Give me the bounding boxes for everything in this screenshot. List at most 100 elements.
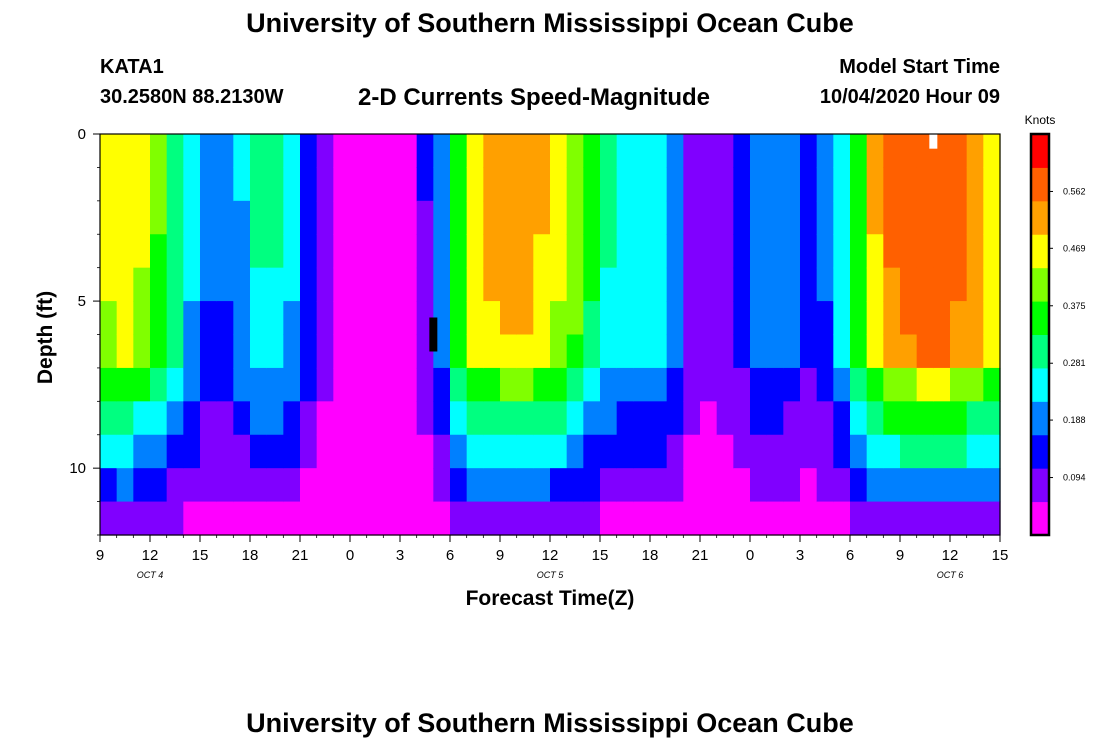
heatmap-cell bbox=[983, 200, 1001, 235]
heatmap-cell bbox=[233, 401, 251, 436]
heatmap-cell bbox=[183, 200, 201, 235]
heatmap-cell bbox=[900, 501, 918, 536]
heatmap-cell bbox=[900, 267, 918, 302]
heatmap-cell bbox=[833, 468, 851, 503]
heatmap-cell bbox=[866, 267, 884, 302]
heatmap-cell bbox=[316, 167, 334, 202]
heatmap-cell bbox=[800, 134, 818, 169]
heatmap-cell bbox=[300, 301, 318, 336]
x-tick-label: 12 bbox=[942, 547, 959, 564]
heatmap-cell bbox=[533, 167, 551, 202]
heatmap-cell bbox=[783, 468, 801, 503]
heatmap-cell bbox=[183, 234, 201, 269]
heatmap-cell bbox=[916, 501, 934, 536]
heatmap-cell bbox=[833, 234, 851, 269]
heatmap-cell bbox=[116, 334, 134, 369]
heatmap-cell bbox=[433, 234, 451, 269]
heatmap-cell bbox=[933, 401, 951, 436]
heatmap-cell bbox=[333, 200, 351, 235]
heatmap-cell bbox=[916, 234, 934, 269]
heatmap-cell bbox=[633, 401, 651, 436]
heatmap-cell bbox=[883, 501, 901, 536]
heatmap-cell bbox=[833, 267, 851, 302]
heatmap-cell bbox=[283, 301, 301, 336]
heatmap-cell bbox=[283, 267, 301, 302]
heatmap-cell bbox=[650, 401, 668, 436]
colorbar-frame bbox=[1029, 132, 1051, 537]
heatmap-cell bbox=[900, 301, 918, 336]
heatmap-cell bbox=[833, 401, 851, 436]
heatmap-cell bbox=[683, 401, 701, 436]
heatmap-cell bbox=[650, 134, 668, 169]
y-tick-label: 0 bbox=[78, 126, 86, 143]
heatmap-cell bbox=[466, 167, 484, 202]
heatmap-cell bbox=[966, 367, 984, 402]
heatmap-cell bbox=[533, 434, 551, 469]
heatmap-cell bbox=[450, 200, 468, 235]
station-coordinates: 30.2580N 88.2130W bbox=[100, 86, 284, 108]
heatmap-cell bbox=[750, 267, 768, 302]
heatmap-cell bbox=[150, 367, 168, 402]
heatmap-cell bbox=[933, 267, 951, 302]
heatmap-cell bbox=[766, 167, 784, 202]
heatmap-cell bbox=[100, 434, 118, 469]
heatmap-cell bbox=[850, 367, 868, 402]
heatmap-cell bbox=[116, 501, 134, 536]
heatmap-cell bbox=[133, 334, 151, 369]
heatmap-cell bbox=[783, 401, 801, 436]
heatmap-cell bbox=[150, 434, 168, 469]
heatmap-cell bbox=[633, 434, 651, 469]
heatmap-cell bbox=[316, 367, 334, 402]
heatmap-cell bbox=[200, 501, 218, 536]
heatmap-cell bbox=[866, 401, 884, 436]
heatmap-cell bbox=[383, 468, 401, 503]
heatmap-cell bbox=[583, 200, 601, 235]
heatmap-cell bbox=[583, 334, 601, 369]
heatmap-cell bbox=[616, 401, 634, 436]
heatmap-cell bbox=[683, 334, 701, 369]
heatmap-cell bbox=[816, 434, 834, 469]
heatmap-cell bbox=[300, 401, 318, 436]
heatmap-cell bbox=[716, 501, 734, 536]
heatmap-cell bbox=[950, 200, 968, 235]
heatmap-cell bbox=[250, 134, 268, 169]
heatmap-cell bbox=[283, 434, 301, 469]
heatmap-cell bbox=[416, 267, 434, 302]
heatmap-cell bbox=[266, 134, 284, 169]
heatmap-cell bbox=[100, 468, 118, 503]
heatmap-cell bbox=[350, 468, 368, 503]
heatmap-cell bbox=[450, 401, 468, 436]
heatmap-cell bbox=[616, 434, 634, 469]
x-tick-label: 3 bbox=[396, 547, 404, 564]
heatmap-cell bbox=[600, 167, 618, 202]
heatmap-cell bbox=[166, 501, 184, 536]
heatmap-cell bbox=[133, 468, 151, 503]
heatmap-cell bbox=[816, 134, 834, 169]
heatmap-cell bbox=[216, 434, 234, 469]
heatmap-cell bbox=[300, 468, 318, 503]
heatmap-cell bbox=[366, 267, 384, 302]
heatmap-cell bbox=[866, 301, 884, 336]
colorbar-segment bbox=[1031, 401, 1049, 436]
heatmap-cell bbox=[683, 434, 701, 469]
heatmap-cell bbox=[400, 167, 418, 202]
heatmap-cell bbox=[733, 167, 751, 202]
heatmap-cell bbox=[233, 334, 251, 369]
y-tick-label: 10 bbox=[69, 460, 86, 477]
heatmap-cell bbox=[183, 301, 201, 336]
heatmap-cell bbox=[383, 200, 401, 235]
heatmap-cell bbox=[500, 167, 518, 202]
heatmap-cell bbox=[533, 200, 551, 235]
heatmap-cell bbox=[300, 200, 318, 235]
heatmap-cell bbox=[666, 234, 684, 269]
colorbar-segment bbox=[1031, 434, 1049, 469]
heatmap-cell bbox=[933, 301, 951, 336]
heatmap-cell bbox=[866, 434, 884, 469]
heatmap-cell bbox=[583, 367, 601, 402]
heatmap-cell bbox=[766, 501, 784, 536]
heatmap-cell bbox=[366, 301, 384, 336]
heatmap-cell bbox=[433, 434, 451, 469]
heatmap-cell bbox=[450, 334, 468, 369]
heatmap-cell bbox=[850, 334, 868, 369]
heatmap-cell bbox=[750, 334, 768, 369]
